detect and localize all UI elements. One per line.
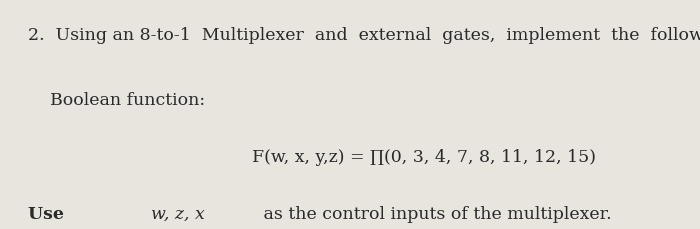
Text: w, z, x: w, z, x (151, 206, 205, 223)
Text: Use: Use (28, 206, 70, 223)
Text: Boolean function:: Boolean function: (28, 92, 205, 109)
Text: 2.  Using an 8-to-1  Multiplexer  and  external  gates,  implement  the  followi: 2. Using an 8-to-1 Multiplexer and exter… (28, 27, 700, 44)
Text: as the control inputs of the multiplexer.: as the control inputs of the multiplexer… (258, 206, 612, 223)
Text: F(w, x, y,z) = ∏(0, 3, 4, 7, 8, 11, 12, 15): F(w, x, y,z) = ∏(0, 3, 4, 7, 8, 11, 12, … (252, 149, 596, 166)
